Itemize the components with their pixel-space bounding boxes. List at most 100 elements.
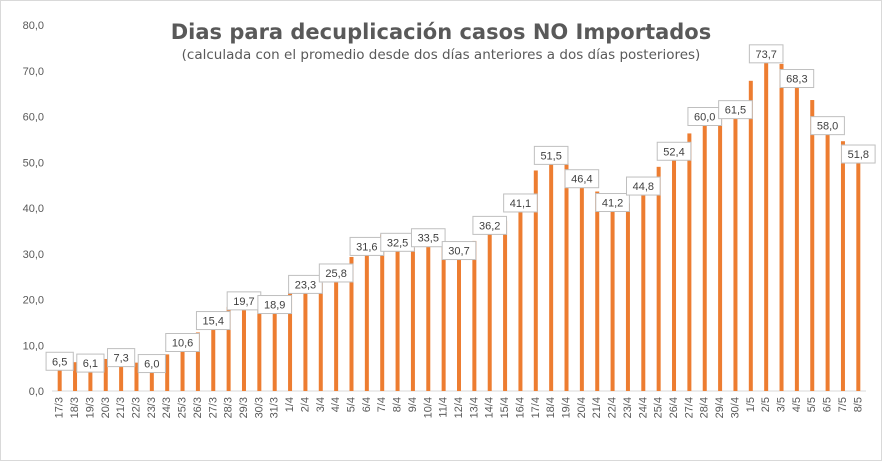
data-label: 41,1 xyxy=(503,193,538,213)
bar xyxy=(641,186,646,391)
bar xyxy=(457,250,461,391)
x-tick-label: 5/5 xyxy=(806,397,818,412)
bar xyxy=(426,237,431,391)
bar xyxy=(73,362,78,391)
data-label-text: 25,8 xyxy=(325,268,346,280)
x-tick-label: 26/4 xyxy=(668,397,680,418)
data-label-box xyxy=(165,333,200,353)
x-axis: 17/3 18/3 19/3 20/3 21/3 22/3 23/3 24/3 25/3 26/3… xyxy=(54,397,865,418)
data-label-box xyxy=(626,176,661,196)
bar xyxy=(195,332,200,391)
bar xyxy=(180,342,185,391)
x-tick-label: 4/4 xyxy=(330,397,342,412)
x-tick-label: 2/4 xyxy=(299,397,311,412)
data-label: 58,0 xyxy=(810,116,845,136)
x-tick-label: 7/4 xyxy=(376,397,388,412)
bar xyxy=(533,170,538,391)
x-tick-label: 4/5 xyxy=(791,397,803,412)
x-tick-label: 20/3 xyxy=(100,397,112,418)
data-label-text: 52,4 xyxy=(663,146,684,158)
data-label-text: 60,0 xyxy=(694,112,715,124)
data-label-text: 73,7 xyxy=(755,49,776,61)
x-tick-label: 19/3 xyxy=(84,397,96,418)
bar xyxy=(840,141,845,391)
data-label-box xyxy=(472,215,508,235)
data-label: 18,9 xyxy=(257,295,292,315)
x-tick-label: 22/4 xyxy=(607,397,619,418)
data-label: 51,5 xyxy=(533,145,569,165)
bar xyxy=(226,306,231,391)
x-tick-label: 24/4 xyxy=(637,397,649,418)
x-tick-label: 6/4 xyxy=(361,397,373,412)
y-tick-label: 10,0 xyxy=(23,340,44,352)
data-label-text: 58,0 xyxy=(817,121,838,133)
bar xyxy=(687,133,692,392)
bars-group xyxy=(57,53,861,392)
data-label-text: 6,5 xyxy=(52,356,67,368)
data-labels-group: 6,5 6,1 7,3 6,0 10,6 15,4 19,7 18,9 23,3 25,8 31,6… xyxy=(45,44,876,374)
data-label: 68,3 xyxy=(779,69,815,89)
bar xyxy=(779,63,784,391)
bar xyxy=(395,242,400,391)
data-label-text: 44,8 xyxy=(633,181,654,193)
data-label-text: 23,3 xyxy=(295,279,316,291)
bar xyxy=(88,363,93,391)
data-label-box xyxy=(595,193,630,213)
bar xyxy=(625,203,630,391)
x-tick-label: 31/3 xyxy=(269,397,281,418)
data-label-box xyxy=(503,193,538,213)
x-tick-label: 13/4 xyxy=(468,397,480,418)
data-label-box xyxy=(45,351,74,371)
data-label-box xyxy=(288,274,323,294)
bar xyxy=(503,220,508,391)
data-label-text: 19,7 xyxy=(233,296,254,308)
x-tick-label: 12/4 xyxy=(453,397,465,418)
data-label: 44,8 xyxy=(626,176,661,196)
bar xyxy=(794,78,799,391)
data-label-text: 6,1 xyxy=(83,358,98,370)
x-tick-label: 14/4 xyxy=(484,397,496,418)
data-label-text: 7,3 xyxy=(113,353,128,365)
chart-subtitle: (calculada con el promedio desde dos día… xyxy=(181,47,701,63)
y-tick-label: 30,0 xyxy=(23,249,44,261)
data-label-text: 18,9 xyxy=(264,300,285,312)
data-label-box xyxy=(195,311,231,331)
data-label-text: 10,6 xyxy=(172,338,193,350)
bar xyxy=(856,154,861,391)
x-tick-label: 11/4 xyxy=(438,397,450,418)
x-tick-label: 30/3 xyxy=(253,397,265,418)
y-tick-label: 70,0 xyxy=(23,66,44,78)
x-tick-label: 27/4 xyxy=(683,397,695,418)
data-label-text: 46,4 xyxy=(571,174,592,186)
data-label-box xyxy=(718,100,753,120)
bar xyxy=(57,361,62,391)
x-tick-label: 21/3 xyxy=(115,397,127,418)
x-tick-label: 3/5 xyxy=(776,397,788,412)
bar xyxy=(702,116,707,391)
bar xyxy=(472,240,477,391)
x-tick-label: 25/4 xyxy=(653,397,665,418)
data-label: 19,7 xyxy=(226,291,262,311)
bar xyxy=(272,304,277,391)
bar xyxy=(748,80,753,391)
data-label-text: 51,8 xyxy=(848,149,869,161)
x-tick-label: 28/3 xyxy=(223,397,235,418)
data-label: 61,5 xyxy=(718,100,753,120)
y-tick-label: 80,0 xyxy=(23,20,44,32)
bar xyxy=(334,272,339,391)
data-label-box xyxy=(810,116,845,136)
data-label-box xyxy=(841,144,876,164)
y-tick-label: 50,0 xyxy=(23,157,44,169)
y-tick-label: 0,0 xyxy=(29,386,44,398)
data-label: 6,5 xyxy=(45,351,74,371)
bar xyxy=(257,303,262,391)
x-tick-label: 1/5 xyxy=(745,397,757,412)
bar xyxy=(487,225,492,391)
data-label-text: 36,2 xyxy=(479,220,500,232)
data-label-text: 30,7 xyxy=(448,246,469,258)
data-label-box xyxy=(410,228,446,248)
data-label: 30,7 xyxy=(441,241,477,261)
bar xyxy=(564,163,569,391)
x-tick-label: 30/4 xyxy=(729,397,741,418)
